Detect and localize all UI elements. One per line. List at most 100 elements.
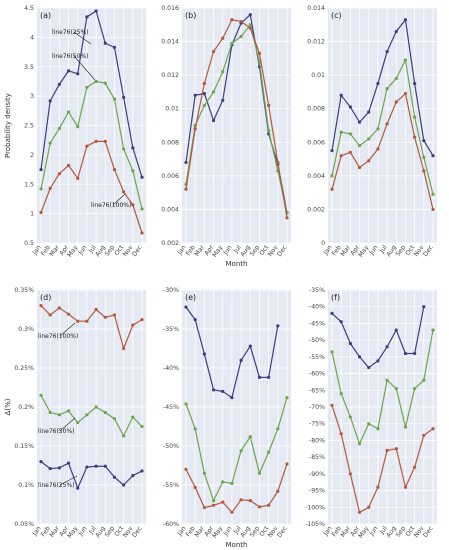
x-tick-label: Jun bbox=[222, 244, 234, 257]
series-line76-100- bbox=[330, 403, 435, 514]
series-line bbox=[185, 23, 288, 213]
data-point bbox=[103, 410, 107, 415]
annotation-arrow bbox=[73, 31, 92, 45]
data-point bbox=[184, 402, 188, 406]
y-tick-label: -35% bbox=[309, 287, 325, 294]
data-point bbox=[211, 50, 216, 54]
data-point bbox=[330, 174, 334, 178]
x-tick-label: Jan bbox=[176, 525, 188, 538]
x-tick-label: Jan bbox=[176, 244, 188, 257]
panel-label: (e) bbox=[185, 293, 196, 302]
data-point bbox=[85, 465, 89, 469]
y-tick-label: 0.35% bbox=[14, 287, 34, 294]
data-point bbox=[221, 70, 225, 74]
data-point bbox=[221, 480, 225, 484]
data-point bbox=[184, 160, 188, 165]
data-point bbox=[276, 427, 280, 431]
data-point bbox=[48, 467, 52, 471]
data-point bbox=[376, 147, 380, 151]
x-tick-label: Jul bbox=[232, 244, 243, 255]
series-line bbox=[40, 80, 143, 210]
data-point bbox=[140, 318, 144, 322]
data-point bbox=[257, 51, 262, 55]
data-point bbox=[394, 387, 398, 391]
y-tick-label: 0.5 bbox=[24, 240, 34, 247]
data-point bbox=[367, 159, 371, 163]
data-point bbox=[276, 160, 280, 165]
data-point bbox=[76, 72, 80, 76]
data-point bbox=[131, 203, 135, 207]
data-point bbox=[76, 421, 80, 425]
data-point bbox=[394, 29, 398, 34]
x-tick-label: Jan bbox=[322, 244, 334, 257]
data-point bbox=[239, 449, 243, 453]
data-point bbox=[422, 433, 426, 438]
data-point bbox=[202, 471, 206, 475]
data-point bbox=[76, 319, 80, 323]
data-point bbox=[221, 98, 225, 102]
data-point bbox=[193, 427, 197, 431]
data-point bbox=[285, 216, 289, 220]
x-tick-label: Jul bbox=[87, 244, 98, 255]
y-tick-label: -65% bbox=[309, 387, 325, 394]
annotation-arrow bbox=[112, 193, 126, 206]
y-tick-label: 0.008 bbox=[307, 106, 325, 113]
panel-label: (b) bbox=[185, 11, 196, 20]
series-annotation: line76(25%) bbox=[52, 29, 88, 36]
data-point bbox=[394, 100, 398, 104]
y-tick-label: 0.05% bbox=[14, 521, 34, 528]
plot-background bbox=[328, 8, 437, 243]
data-point bbox=[385, 448, 389, 453]
data-point bbox=[376, 81, 380, 86]
series-annotation: line76(50%) bbox=[52, 53, 88, 60]
data-point bbox=[376, 427, 380, 431]
y-tick-label: -40% bbox=[309, 304, 325, 311]
data-point bbox=[211, 388, 216, 392]
y-tick-label: -50% bbox=[309, 337, 325, 344]
y-tick-label: 2 bbox=[30, 152, 34, 159]
data-point bbox=[122, 434, 126, 438]
data-point bbox=[413, 351, 417, 356]
series-line bbox=[331, 18, 434, 157]
series-line76-50- bbox=[184, 396, 289, 503]
data-point bbox=[184, 187, 188, 191]
data-point bbox=[184, 305, 188, 309]
data-point bbox=[39, 460, 43, 464]
data-point bbox=[85, 413, 89, 417]
data-point bbox=[403, 351, 408, 356]
data-point bbox=[267, 450, 271, 454]
chart-panel: 0.05%0.1%0.15%0.2%0.25%0.3%0.35%JanFebMa… bbox=[4, 287, 146, 540]
annotation-arrow bbox=[59, 417, 76, 432]
data-point bbox=[140, 424, 144, 429]
y-tick-label: -60% bbox=[309, 371, 325, 378]
data-point bbox=[357, 120, 362, 124]
data-point bbox=[202, 92, 206, 96]
x-tick-label: Jan bbox=[31, 525, 43, 538]
data-point bbox=[85, 144, 89, 148]
data-point bbox=[202, 81, 206, 86]
data-point bbox=[103, 139, 107, 143]
data-point bbox=[140, 469, 144, 473]
series-line76-100- bbox=[39, 139, 144, 235]
data-point bbox=[193, 127, 197, 131]
x-tick-label: Jun bbox=[368, 244, 380, 257]
data-point bbox=[394, 76, 398, 81]
series-line bbox=[185, 19, 288, 218]
data-point bbox=[85, 85, 89, 89]
data-point bbox=[357, 442, 362, 446]
data-point bbox=[39, 393, 43, 397]
chart-panel: -60%-55%-50%-45%-40%-35%-30%JanFebMarApr… bbox=[163, 287, 291, 549]
data-point bbox=[376, 485, 380, 489]
data-point bbox=[39, 304, 43, 308]
y-tick-label: 0.25% bbox=[14, 365, 34, 372]
data-point bbox=[367, 110, 371, 114]
data-point bbox=[57, 126, 61, 131]
data-point bbox=[422, 169, 426, 173]
data-point bbox=[339, 130, 343, 134]
data-point bbox=[66, 461, 71, 465]
data-point bbox=[431, 192, 435, 196]
data-point bbox=[131, 415, 135, 419]
data-point bbox=[66, 409, 71, 413]
data-point bbox=[422, 155, 426, 159]
